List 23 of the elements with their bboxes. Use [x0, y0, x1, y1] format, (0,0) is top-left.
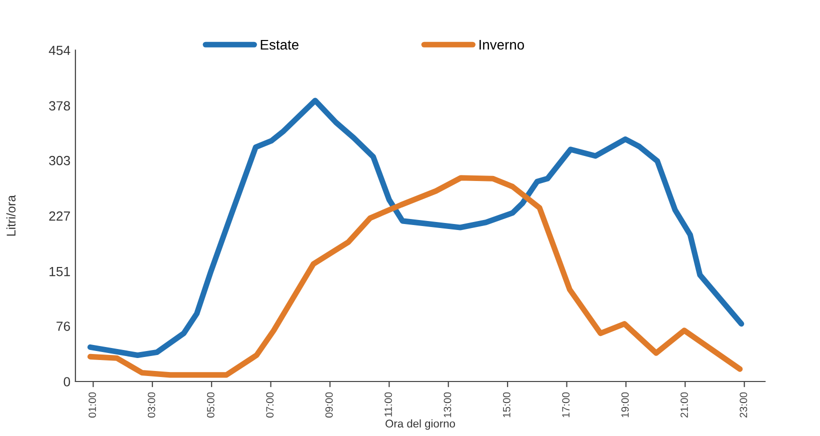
- legend-label: Estate: [260, 40, 298, 50]
- y-tick-label: 76: [56, 322, 70, 331]
- y-axis-title: Litri/ora: [6, 194, 16, 236]
- x-tick-label: 05:00: [207, 392, 214, 418]
- x-tick-label: 17:00: [562, 392, 570, 418]
- legend-label: Inverno: [480, 40, 524, 50]
- x-tick-label: 11:00: [384, 392, 392, 416]
- y-tick-label: 151: [50, 266, 70, 276]
- x-tick-label: 15:00: [502, 392, 510, 418]
- y-tick-label: 378: [49, 101, 70, 111]
- x-tick-label: 01:00: [88, 392, 96, 418]
- y-tick-label: 303: [49, 156, 70, 166]
- x-tick-label: 21:00: [680, 392, 688, 418]
- x-tick-label: 09:00: [325, 392, 333, 418]
- y-tick-label: 227: [49, 211, 70, 221]
- x-tick-label: 13:00: [444, 392, 452, 418]
- x-tick-label: 19:00: [621, 392, 629, 418]
- x-tick-label: 07:00: [266, 392, 274, 418]
- x-axis-title: Ora del giorno: [386, 419, 455, 430]
- y-tick-label: 454: [48, 46, 70, 56]
- x-tick-label: 03:00: [148, 392, 156, 418]
- y-tick-label: 0: [64, 377, 70, 386]
- x-tick-label: 23:00: [740, 392, 748, 418]
